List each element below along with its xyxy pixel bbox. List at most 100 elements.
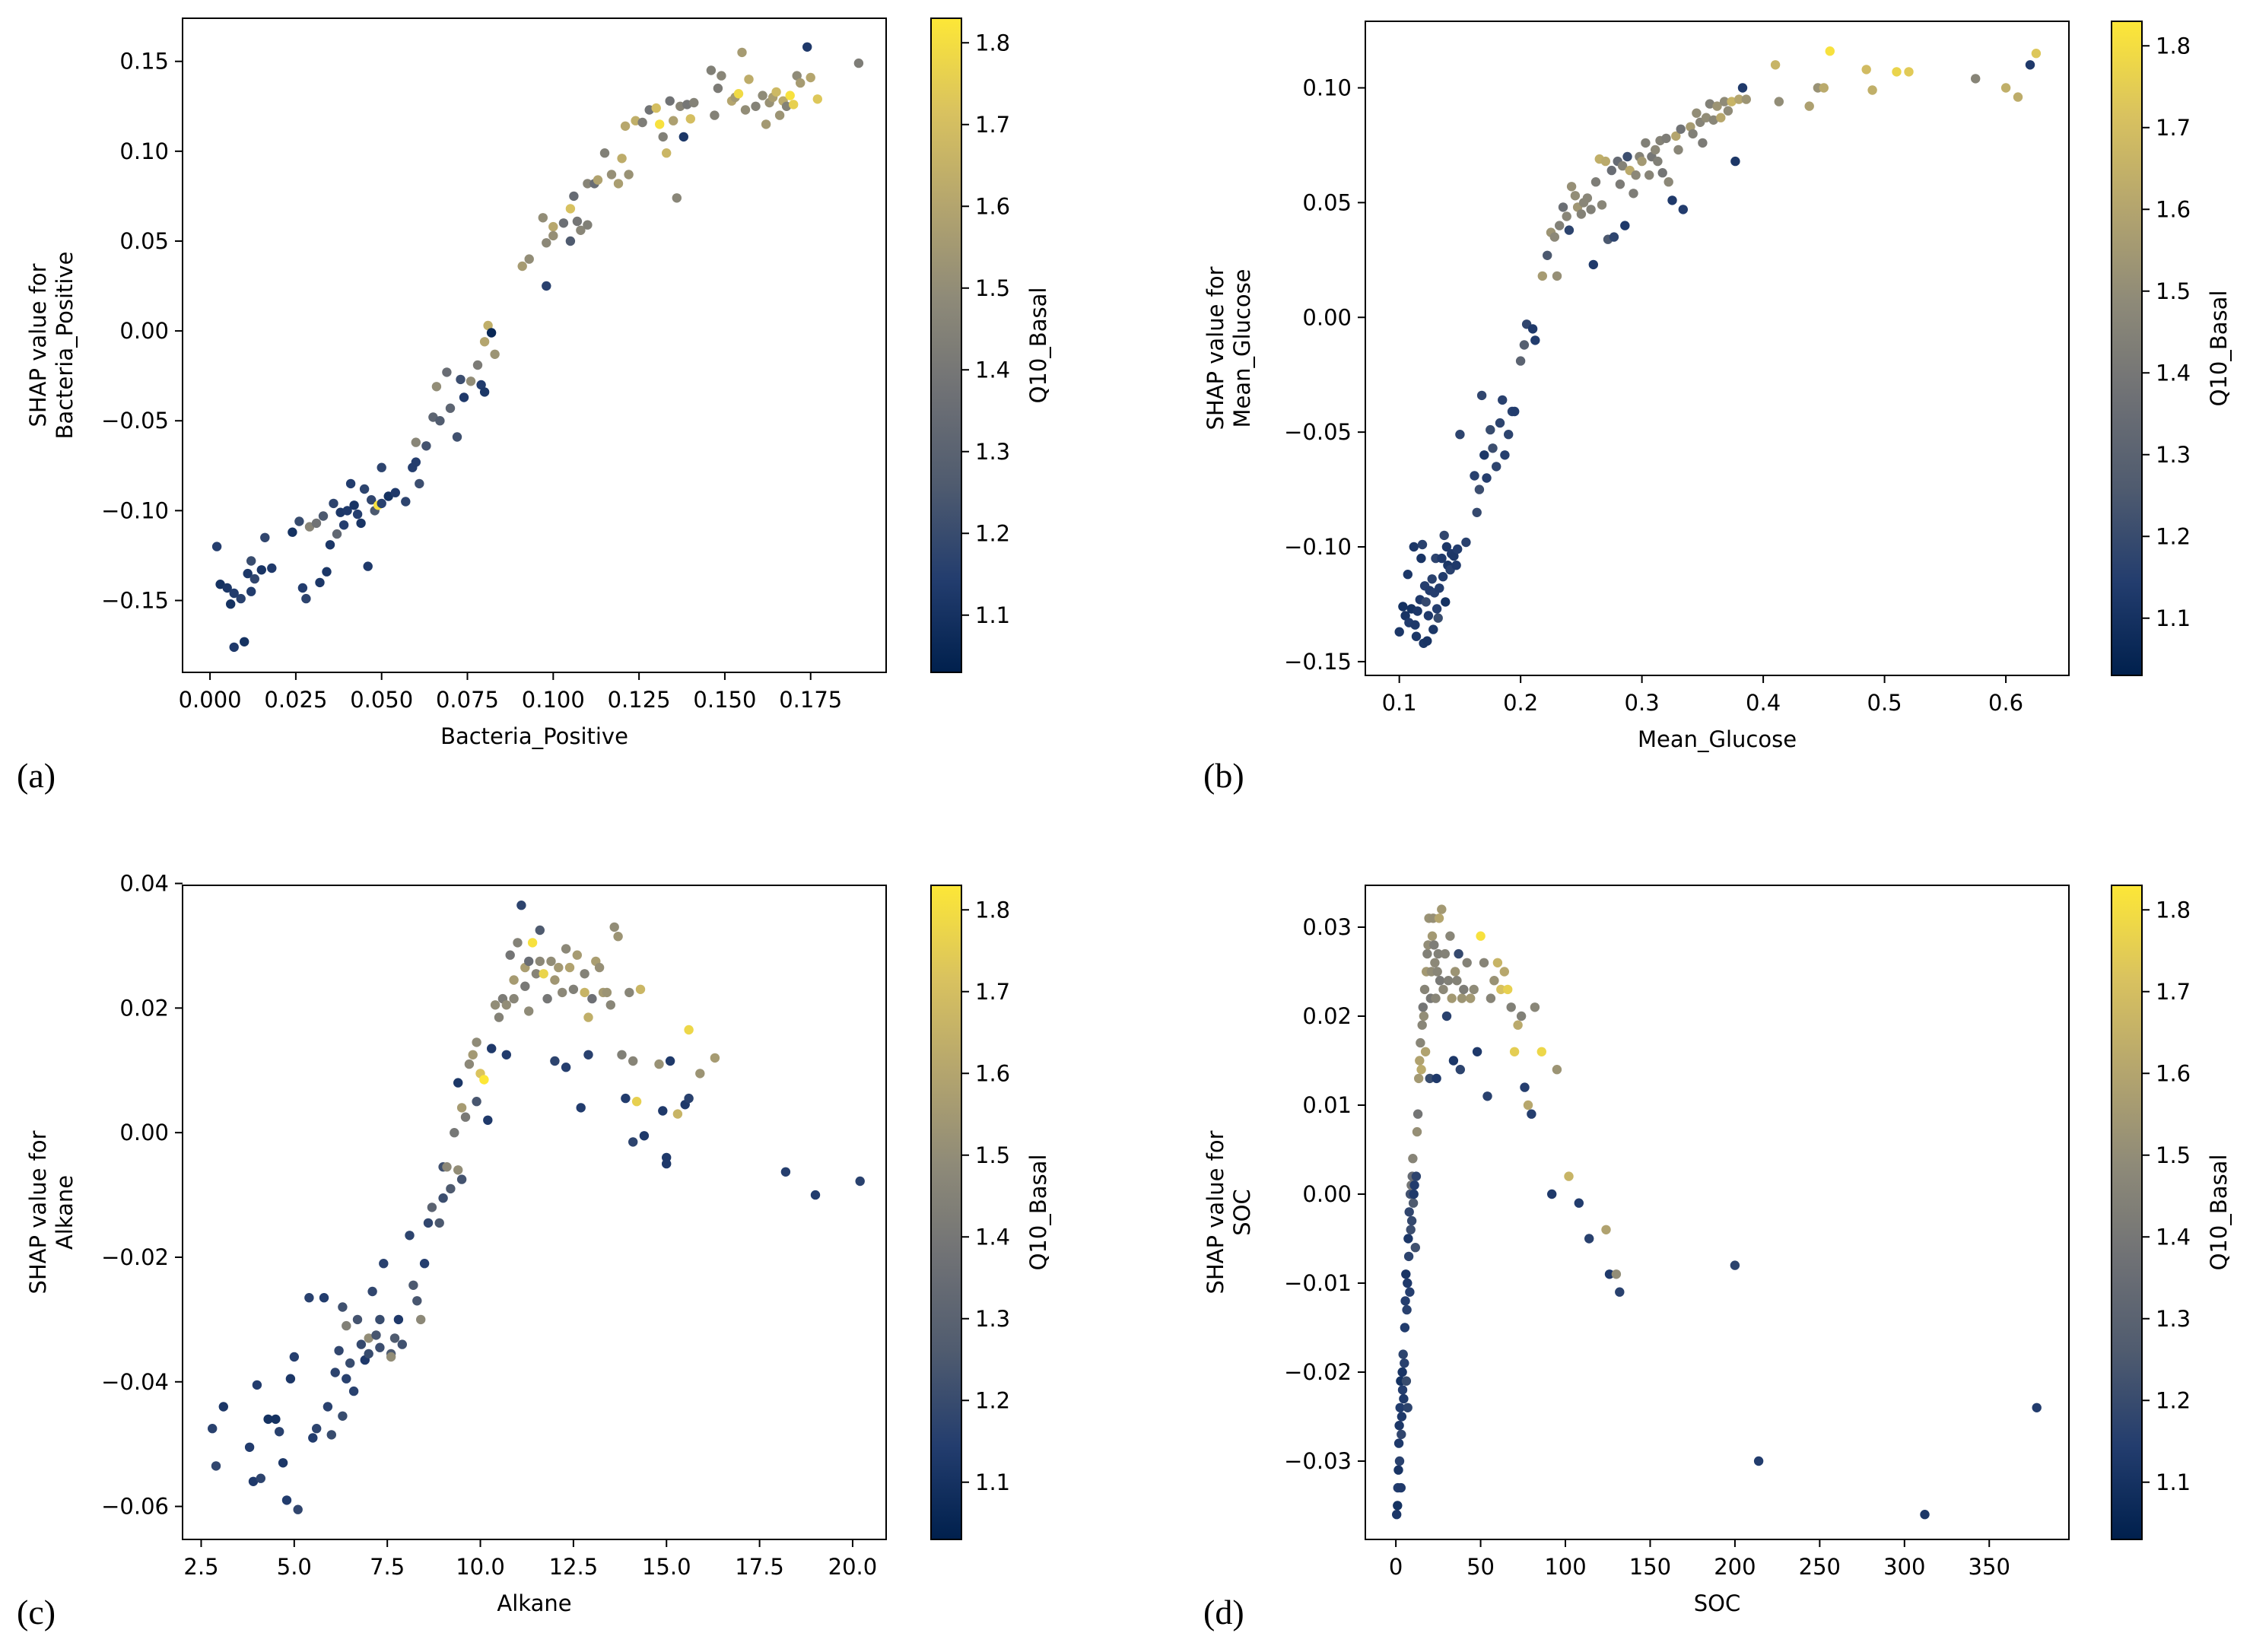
y-axis-label-line2: SOC: [1229, 1189, 1255, 1235]
data-point: [330, 1368, 340, 1377]
data-point: [1427, 574, 1437, 584]
data-point: [1698, 138, 1708, 148]
scatter-points: [1392, 904, 2042, 1520]
data-point: [1510, 406, 1520, 417]
data-point: [1470, 471, 1479, 481]
panel-label: (b): [1203, 756, 1244, 795]
data-point: [423, 1218, 434, 1228]
data-point: [356, 518, 366, 529]
data-point: [1433, 613, 1443, 623]
panel-label: (d): [1203, 1593, 1244, 1631]
data-point: [1482, 473, 1492, 483]
data-point: [593, 175, 603, 185]
data-point: [1455, 1065, 1466, 1075]
data-point: [442, 367, 452, 377]
x-tick-label: 250: [1799, 1554, 1841, 1580]
colorbar-label: Q10_Basal: [2206, 1155, 2232, 1271]
data-point: [1492, 958, 1503, 968]
data-point: [375, 1342, 385, 1352]
data-point: [789, 100, 799, 110]
data-point: [408, 1280, 418, 1291]
data-point: [352, 1314, 363, 1325]
data-point: [635, 984, 646, 995]
data-point: [1434, 913, 1444, 923]
data-point: [565, 236, 576, 246]
data-point: [501, 1000, 511, 1010]
data-point: [524, 1006, 534, 1016]
data-point: [796, 78, 806, 88]
data-point: [453, 1165, 463, 1175]
data-point: [516, 901, 526, 910]
data-point: [1516, 1011, 1527, 1021]
data-point: [1432, 604, 1442, 614]
data-point: [1410, 1243, 1421, 1253]
data-point: [802, 42, 812, 52]
data-point: [1673, 145, 1683, 155]
data-point: [1397, 1412, 1407, 1422]
x-tick-label: 0.6: [1988, 690, 2023, 716]
data-point: [565, 204, 576, 214]
data-point: [1496, 984, 1506, 995]
data-point: [1431, 993, 1441, 1003]
data-point: [1498, 395, 1508, 405]
data-point: [1427, 931, 1438, 941]
scatter-points: [1394, 46, 2042, 648]
data-point: [311, 518, 322, 529]
data-point: [542, 281, 551, 291]
data-point: [1462, 958, 1472, 968]
data-point: [1403, 570, 1413, 580]
data-point: [542, 238, 551, 248]
data-point: [364, 1333, 373, 1343]
data-point: [527, 938, 538, 948]
data-point: [637, 117, 647, 128]
data-point: [1597, 200, 1607, 210]
data-point: [1400, 1323, 1410, 1333]
data-point: [371, 1330, 381, 1340]
data-point: [1397, 1367, 1407, 1377]
data-point: [621, 1093, 631, 1104]
data-point: [605, 1000, 615, 1010]
data-point: [1433, 948, 1444, 959]
x-tick-label: 50: [1467, 1554, 1495, 1580]
data-point: [733, 89, 744, 99]
data-point: [1409, 542, 1419, 552]
data-point: [1737, 83, 1748, 93]
data-point: [315, 577, 325, 588]
data-point: [550, 975, 560, 985]
data-point: [1586, 205, 1596, 214]
data-point: [1476, 390, 1487, 401]
data-point: [1727, 97, 1737, 106]
data-point: [1495, 418, 1505, 428]
data-point: [706, 65, 717, 75]
data-point: [393, 1314, 404, 1325]
data-point: [345, 478, 356, 489]
y-tick-label: 0.02: [119, 995, 169, 1021]
y-tick-label: −0.02: [101, 1244, 169, 1270]
data-point: [401, 497, 411, 507]
data-point: [319, 1293, 329, 1303]
x-tick-label: 7.5: [370, 1554, 405, 1580]
data-point: [1417, 539, 1428, 550]
data-point: [1392, 1510, 1402, 1520]
data-point: [412, 1296, 422, 1306]
colorbar-tick-label: 1.7: [975, 979, 1010, 1005]
data-point: [1457, 993, 1467, 1003]
data-point: [1609, 232, 1619, 242]
data-point: [1397, 1385, 1408, 1395]
data-point: [1439, 530, 1449, 541]
y-tick-label: −0.02: [1284, 1359, 1352, 1385]
data-point: [1564, 225, 1575, 235]
data-point: [651, 103, 661, 113]
data-point: [1466, 993, 1476, 1003]
data-point: [1617, 160, 1628, 171]
data-point: [442, 1162, 452, 1172]
data-point: [853, 58, 864, 68]
scatter-points: [208, 901, 865, 1514]
x-tick-label: 0.2: [1503, 690, 1538, 716]
data-point: [479, 387, 490, 397]
data-point: [564, 962, 575, 973]
data-point: [806, 72, 815, 83]
colorbar-label: Q10_Basal: [1025, 1155, 1051, 1271]
data-point: [263, 1414, 273, 1425]
x-tick-label: 0.125: [608, 687, 671, 713]
